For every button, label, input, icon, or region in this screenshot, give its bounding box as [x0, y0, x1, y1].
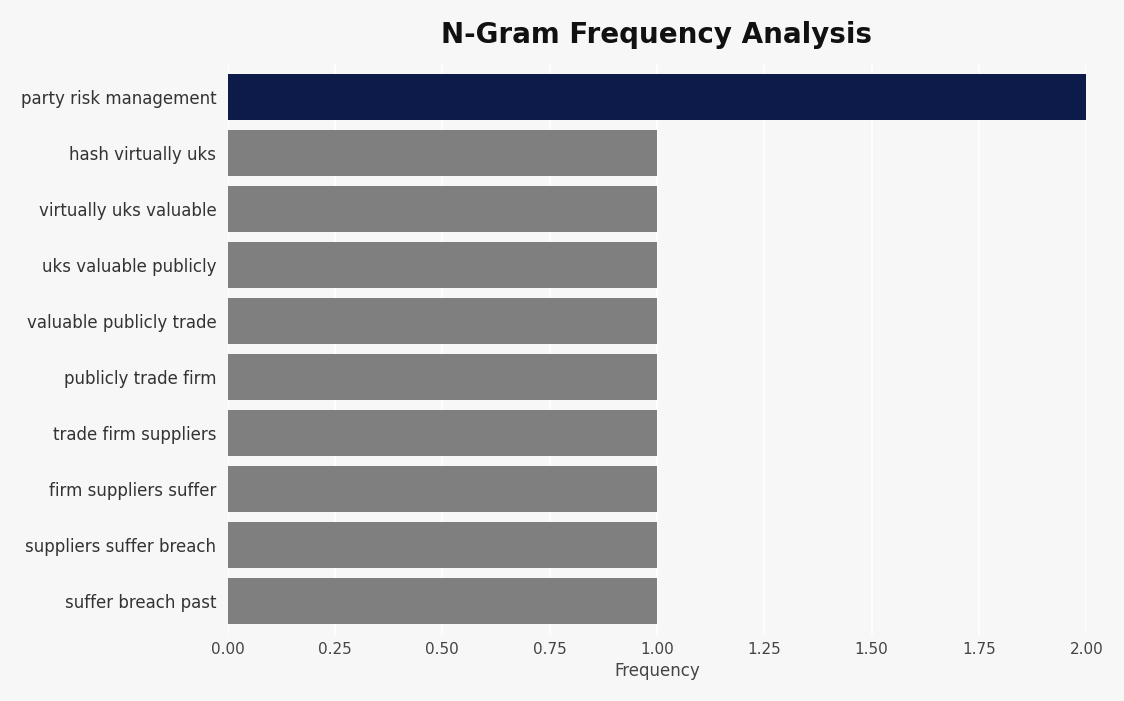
Bar: [227, 466, 656, 512]
Bar: [227, 243, 656, 288]
Bar: [227, 578, 656, 624]
Bar: [227, 410, 656, 456]
Bar: [227, 186, 656, 232]
Bar: [227, 130, 656, 176]
Bar: [227, 354, 656, 400]
Title: N-Gram Frequency Analysis: N-Gram Frequency Analysis: [442, 21, 872, 49]
Bar: [227, 74, 1086, 120]
Bar: [227, 298, 656, 344]
X-axis label: Frequency: Frequency: [614, 662, 700, 680]
Bar: [227, 522, 656, 568]
